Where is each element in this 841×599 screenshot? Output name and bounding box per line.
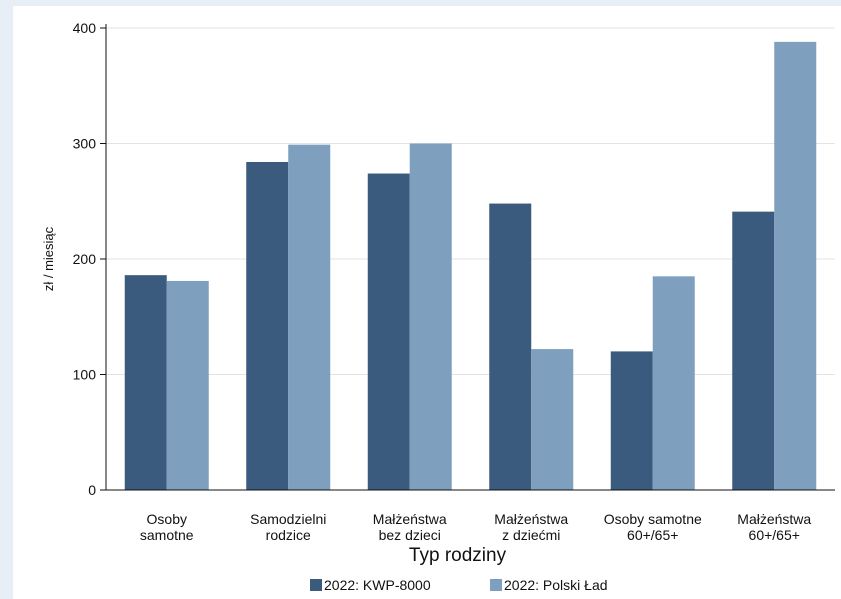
x-category-label: Samodzielni rodzice (250, 511, 326, 543)
y-tick-label: 200 (73, 251, 97, 267)
bar-kwp-8000 (489, 203, 532, 490)
y-tick-label: 100 (73, 367, 97, 383)
bar-kwp-8000 (367, 173, 410, 490)
x-category-label: Małżeństwa 60+/65+ (737, 511, 811, 543)
bar-polski-lad (288, 144, 331, 490)
axes (105, 24, 835, 491)
bar-chart: 0 100 200 300 400 Osoby samotne Samodzielni rod… (41, 20, 835, 593)
bar-polski-lad (531, 349, 574, 490)
x-category-label: Małżeństwa z dziećmi (494, 511, 568, 543)
bar-polski-lad (652, 276, 695, 490)
x-category-labels: Osoby samotne Samodzielni rodzice Małżeństwa… (140, 511, 812, 543)
legend-label: 2022: Polski Ład (504, 577, 608, 593)
x-category-label: Małżeństwa bez dzieci (373, 511, 447, 543)
y-tick-label: 0 (88, 482, 96, 498)
gridlines (106, 27, 835, 375)
legend: 2022: KWP-8000 2022: Polski Ład (310, 577, 608, 593)
bar-polski-lad (409, 143, 452, 490)
bar-kwp-8000 (124, 275, 167, 490)
bar-polski-lad (166, 280, 209, 490)
legend-swatch (490, 579, 502, 591)
x-category-label: Osoby samotne (140, 511, 194, 543)
y-ticks: 0 100 200 300 400 (73, 20, 106, 498)
bar-kwp-8000 (246, 161, 289, 491)
legend-label: 2022: KWP-8000 (324, 577, 431, 593)
y-tick-label: 400 (73, 20, 97, 36)
x-axis-title: Typ rodziny (409, 545, 507, 566)
bar-kwp-8000 (732, 211, 775, 490)
bar-kwp-8000 (610, 351, 653, 490)
x-category-label: Osoby samotne 60+/65+ (604, 511, 702, 543)
y-axis-title: zł / miesiąc (41, 226, 56, 291)
legend-swatch (310, 579, 322, 591)
y-tick-label: 300 (73, 136, 97, 152)
bar-polski-lad (774, 41, 817, 491)
chart-frame: 0 100 200 300 400 Osoby samotne Samodzielni rod… (13, 6, 841, 599)
bars (124, 41, 817, 491)
